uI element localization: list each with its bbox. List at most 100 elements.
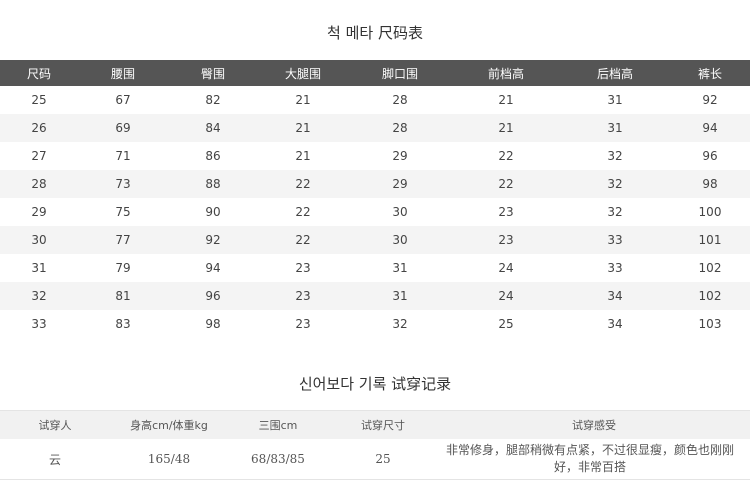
table-cell: 67 bbox=[115, 93, 131, 107]
table-cell: 75 bbox=[115, 205, 131, 219]
table-cell: 30 bbox=[348, 226, 452, 254]
table-cell: 25 bbox=[498, 317, 514, 331]
column-header: 腰围 bbox=[78, 60, 168, 86]
table-cell: 32 bbox=[0, 282, 78, 310]
table-row: 31 79 94 23 31 24 33 102 bbox=[0, 254, 750, 282]
table-cell: 32 bbox=[607, 149, 623, 163]
table-cell: 102 bbox=[670, 282, 750, 310]
table-cell: 24 bbox=[452, 282, 560, 310]
try-on-table: 试穿人 身高cm/体重kg 三围cm 试穿尺寸 试穿感受 云 165/48 68/83/85… bbox=[0, 410, 750, 480]
table-cell: 103 bbox=[698, 317, 722, 331]
table-cell: 77 bbox=[78, 226, 168, 254]
table-cell: 88 bbox=[168, 170, 258, 198]
table-cell: 22 bbox=[498, 149, 514, 163]
table-cell: 31 bbox=[348, 282, 452, 310]
table-row: 26 69 84 21 28 21 31 94 bbox=[0, 114, 750, 142]
table-cell: 22 bbox=[258, 170, 348, 198]
table-cell: 90 bbox=[205, 205, 221, 219]
table-cell: 23 bbox=[258, 282, 348, 310]
column-header: 试穿感受 bbox=[438, 410, 750, 439]
table-cell: 68/83/85 bbox=[251, 452, 305, 466]
table-header-row: 试穿人 身高cm/体重kg 三围cm 试穿尺寸 试穿感受 bbox=[0, 410, 750, 439]
table-cell: 24 bbox=[498, 261, 514, 275]
table-cell: 23 bbox=[295, 317, 311, 331]
table-cell: 102 bbox=[698, 261, 722, 275]
table-cell: 81 bbox=[78, 282, 168, 310]
table-cell: 84 bbox=[168, 114, 258, 142]
table-cell: 33 bbox=[31, 317, 47, 331]
table-cell: 98 bbox=[205, 317, 221, 331]
column-header: 试穿人 bbox=[0, 410, 110, 439]
table-cell: 165/48 bbox=[147, 452, 191, 466]
table-cell: 101 bbox=[670, 226, 750, 254]
table-cell: 23 bbox=[295, 261, 311, 275]
table-cell: 92 bbox=[168, 226, 258, 254]
table-row: 30 77 92 22 30 23 33 101 bbox=[0, 226, 750, 254]
table-cell: 96 bbox=[702, 149, 718, 163]
column-header: 脚口围 bbox=[348, 60, 452, 86]
table-cell: 33 bbox=[607, 261, 623, 275]
table-cell: 31 bbox=[560, 114, 670, 142]
table-cell: 98 bbox=[670, 170, 750, 198]
column-header: 身高cm/体重kg bbox=[110, 410, 228, 439]
column-header: 前档高 bbox=[452, 60, 560, 86]
table-header-row: 尺码 腰围 臀围 大腿围 脚口围 前档高 后档高 裤长 bbox=[0, 60, 750, 86]
table-cell: 100 bbox=[698, 205, 722, 219]
table-cell: 21 bbox=[295, 149, 311, 163]
table-cell: 94 bbox=[670, 114, 750, 142]
table-cell: 94 bbox=[205, 261, 221, 275]
table-cell: 71 bbox=[115, 149, 131, 163]
table-cell: 23 bbox=[498, 205, 514, 219]
table-cell: 31 bbox=[31, 261, 47, 275]
table-cell: 22 bbox=[258, 226, 348, 254]
table-cell: 31 bbox=[392, 261, 408, 275]
table-row: 25 67 82 21 28 21 31 92 bbox=[0, 86, 750, 114]
table-cell: 云 bbox=[48, 452, 61, 467]
table-cell: 非常修身，腿部稍微有点紧，不过很显瘦，颜色也刚刚好，非常百搭 bbox=[445, 443, 734, 474]
try-on-title: 신어보다 기록 试穿记录 bbox=[298, 375, 452, 393]
table-cell: 29 bbox=[31, 205, 47, 219]
table-cell: 21 bbox=[452, 114, 560, 142]
table-cell: 25 bbox=[375, 452, 391, 466]
table-cell: 73 bbox=[78, 170, 168, 198]
table-cell: 69 bbox=[78, 114, 168, 142]
table-cell: 30 bbox=[0, 226, 78, 254]
column-header: 裤长 bbox=[670, 60, 750, 86]
table-cell: 25 bbox=[31, 93, 47, 107]
size-chart-title: 척 메타 尺码表 bbox=[327, 24, 423, 42]
table-cell: 23 bbox=[452, 226, 560, 254]
table-cell: 21 bbox=[258, 114, 348, 142]
column-header: 三围cm bbox=[228, 410, 328, 439]
table-cell: 33 bbox=[560, 226, 670, 254]
table-cell: 26 bbox=[0, 114, 78, 142]
table-cell: 31 bbox=[607, 93, 623, 107]
table-row: 27 71 86 21 29 22 32 96 bbox=[0, 142, 750, 170]
table-cell: 32 bbox=[560, 170, 670, 198]
table-cell: 86 bbox=[205, 149, 221, 163]
column-header: 臀围 bbox=[168, 60, 258, 86]
table-cell: 82 bbox=[205, 93, 221, 107]
table-cell: 29 bbox=[348, 170, 452, 198]
table-row: 33 83 98 23 32 25 34 103 bbox=[0, 310, 750, 338]
table-row: 云 165/48 68/83/85 25 非常修身，腿部稍微有点紧，不过很显瘦，颜色也刚… bbox=[0, 439, 750, 480]
table-cell: 30 bbox=[392, 205, 408, 219]
table-cell: 34 bbox=[607, 317, 623, 331]
table-cell: 22 bbox=[295, 205, 311, 219]
table-row: 28 73 88 22 29 22 32 98 bbox=[0, 170, 750, 198]
table-cell: 79 bbox=[115, 261, 131, 275]
table-cell: 34 bbox=[560, 282, 670, 310]
table-row: 32 81 96 23 31 24 34 102 bbox=[0, 282, 750, 310]
table-cell: 22 bbox=[452, 170, 560, 198]
table-cell: 21 bbox=[295, 93, 311, 107]
table-cell: 32 bbox=[607, 205, 623, 219]
column-header: 试穿尺寸 bbox=[328, 410, 438, 439]
size-chart-table: 尺码 腰围 臀围 大腿围 脚口围 前档高 后档高 裤长 25 67 82 21 28 21 31 92 26 6… bbox=[0, 60, 750, 338]
table-cell: 28 bbox=[348, 114, 452, 142]
table-cell: 29 bbox=[392, 149, 408, 163]
table-cell: 96 bbox=[168, 282, 258, 310]
table-cell: 21 bbox=[498, 93, 514, 107]
table-cell: 28 bbox=[0, 170, 78, 198]
column-header: 后档高 bbox=[560, 60, 670, 86]
table-cell: 27 bbox=[31, 149, 47, 163]
table-cell: 32 bbox=[392, 317, 408, 331]
